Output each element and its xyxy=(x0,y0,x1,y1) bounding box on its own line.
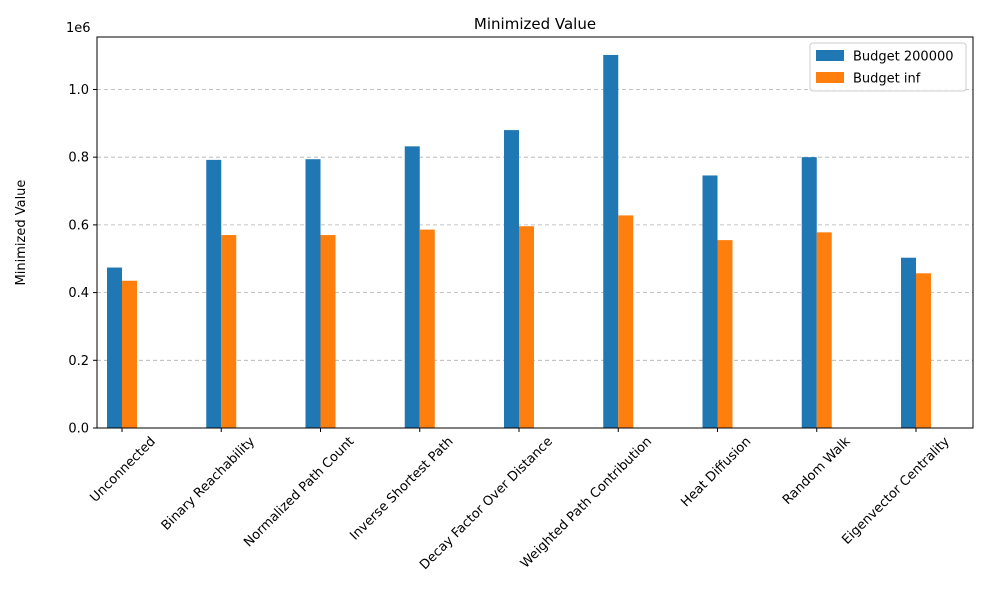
bar-budget-200000 xyxy=(901,257,916,428)
chart-title: Minimized Value xyxy=(474,15,596,33)
bar-budget-200000 xyxy=(801,157,817,428)
bar-budget-200000 xyxy=(206,159,222,428)
x-tick-label: Inverse Shortest Path xyxy=(347,434,456,543)
legend-label: Budget inf xyxy=(853,72,921,87)
bar-budget-200000 xyxy=(404,146,420,428)
bar-budget-inf xyxy=(221,235,237,428)
y-axis-title: Minimized Value xyxy=(14,180,29,286)
y-tick-label: 0.4 xyxy=(68,286,89,301)
y-tick-label: 1.0 xyxy=(68,83,89,98)
bar-budget-200000 xyxy=(504,130,519,428)
bar-budget-inf xyxy=(519,226,534,428)
y-tick-label: 0.6 xyxy=(68,218,89,233)
x-tick-label: Heat Diffusion xyxy=(678,434,754,510)
bar-budget-inf xyxy=(916,273,931,428)
bar-budget-inf xyxy=(419,229,435,428)
y-tick-label: 0.0 xyxy=(68,422,89,437)
y-scale-label: 1e6 xyxy=(66,21,91,36)
legend-box xyxy=(809,42,967,92)
bar-budget-200000 xyxy=(107,267,122,428)
legend-swatch xyxy=(816,72,844,83)
legend: Budget 200000 Budget inf xyxy=(809,42,967,92)
x-tick-label: Normalized Path Count xyxy=(241,434,357,550)
bars xyxy=(107,54,931,429)
bar-budget-inf xyxy=(122,280,137,428)
bar-budget-200000 xyxy=(702,175,718,428)
bar-budget-200000 xyxy=(305,159,321,428)
bar-budget-200000 xyxy=(603,54,619,429)
x-tick-label: Random Walk xyxy=(780,434,854,508)
x-tick-label: Unconnected xyxy=(88,434,159,505)
bar-budget-inf xyxy=(717,240,733,428)
y-tick-label: 0.2 xyxy=(68,354,89,369)
legend-label: Budget 200000 xyxy=(853,50,954,65)
plot-frame xyxy=(96,36,974,429)
x-tick-label: Binary Reachability xyxy=(159,434,259,534)
legend-swatch xyxy=(816,50,844,61)
x-tick-label: Eigenvector Centrality xyxy=(839,434,953,548)
y-tick-label: 0.8 xyxy=(68,151,89,166)
bar-budget-inf xyxy=(618,215,634,428)
bar-budget-inf xyxy=(816,232,832,428)
bar-budget-inf xyxy=(320,235,336,428)
